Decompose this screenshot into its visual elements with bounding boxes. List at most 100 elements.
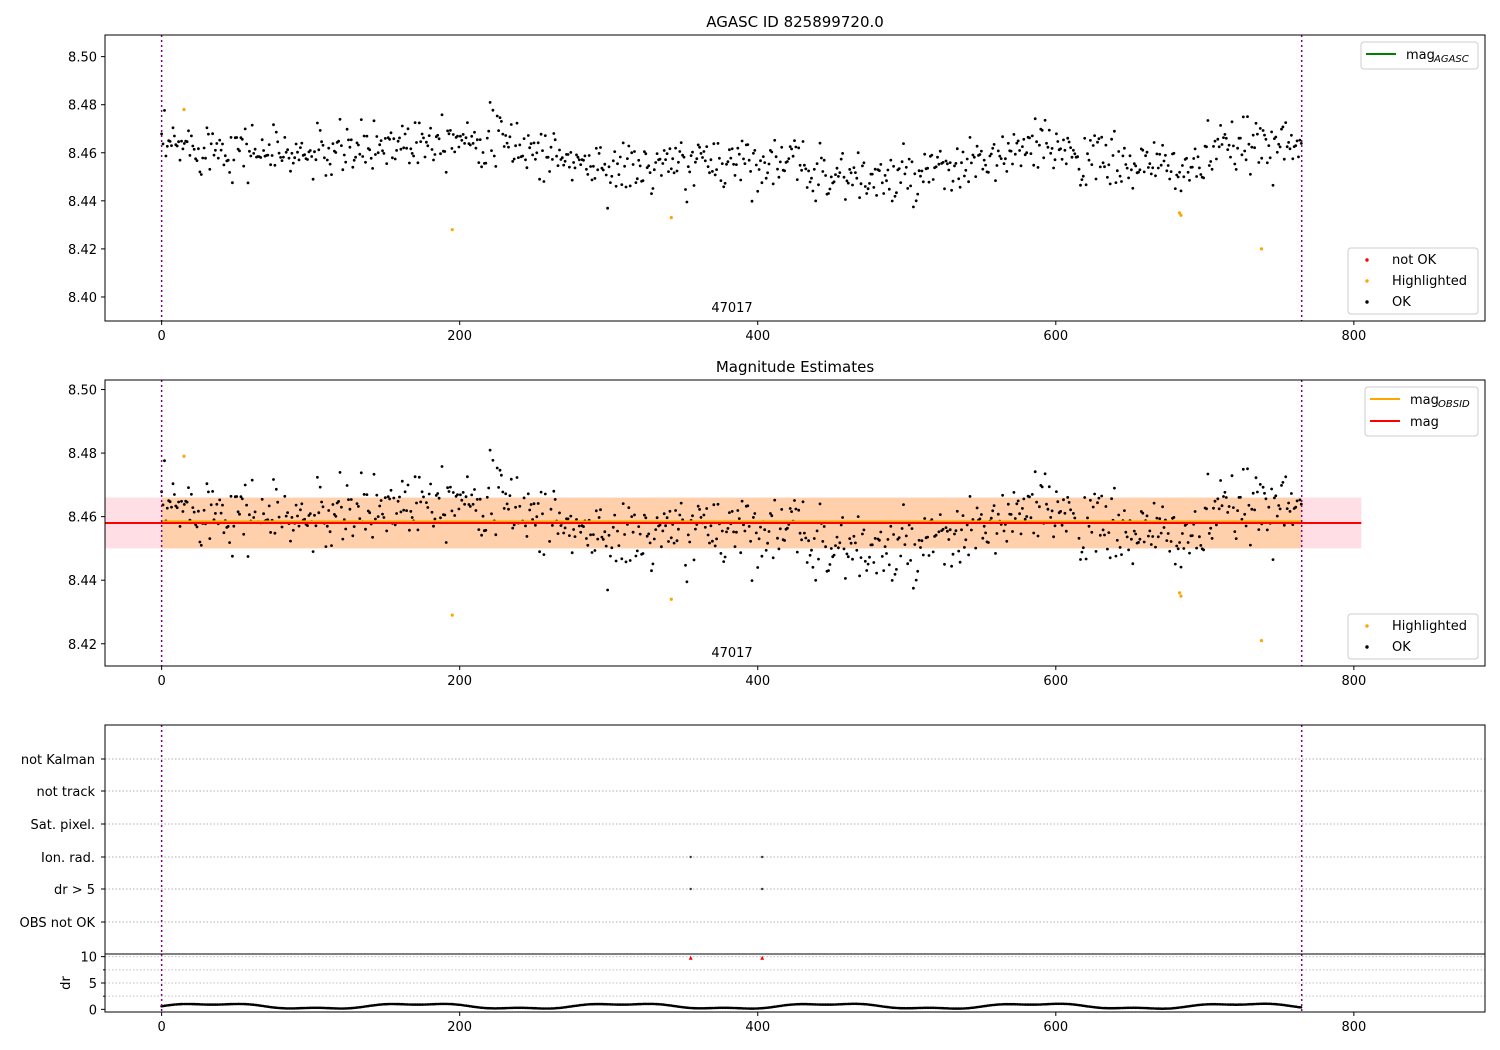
ok-point <box>395 149 398 152</box>
p1-xtick-label: 200 <box>447 329 472 344</box>
ok-point <box>289 169 292 173</box>
ok-point <box>880 555 884 558</box>
ok-point <box>546 155 550 159</box>
ok-point <box>232 524 236 528</box>
ok-point <box>328 530 332 534</box>
ok-point <box>852 166 856 170</box>
ok-point <box>786 526 789 530</box>
ok-point <box>331 503 335 506</box>
ok-point <box>316 121 319 125</box>
ok-point <box>439 516 442 520</box>
ok-point <box>715 168 718 172</box>
ok-point <box>620 557 624 561</box>
ok-point <box>1137 170 1140 174</box>
ok-point <box>682 155 686 159</box>
ok-point <box>1267 505 1271 509</box>
ok-point <box>895 191 898 195</box>
ok-point <box>603 162 607 166</box>
ok-point <box>1299 142 1303 145</box>
ok-point <box>1072 148 1075 152</box>
ok-point <box>1240 153 1244 157</box>
ok-point <box>957 549 961 553</box>
ok-point <box>1198 166 1201 170</box>
ok-point <box>1210 167 1214 171</box>
ok-point <box>314 158 318 162</box>
ok-point <box>1100 135 1104 139</box>
ok-point <box>616 162 619 166</box>
ok-point <box>637 525 641 528</box>
ok-point <box>1257 528 1261 531</box>
ok-point <box>325 158 329 162</box>
ok-point <box>996 149 1000 153</box>
ok-point <box>474 146 478 150</box>
ok-point <box>634 554 638 558</box>
ok-point <box>685 200 689 204</box>
ok-point <box>630 515 634 518</box>
ok-point <box>283 136 287 139</box>
ok-point <box>267 143 271 147</box>
highlighted-point <box>1259 247 1264 251</box>
ok-point <box>702 150 706 153</box>
ok-point <box>400 479 404 483</box>
ok-point <box>1035 500 1038 504</box>
ok-point <box>1087 158 1091 162</box>
ok-point <box>504 492 508 496</box>
ok-point <box>1081 174 1085 178</box>
ok-point <box>644 516 648 520</box>
ok-point <box>1158 517 1162 521</box>
ok-point <box>178 525 182 528</box>
ok-point <box>433 517 437 521</box>
ok-point <box>1202 548 1205 552</box>
ok-point <box>243 483 247 487</box>
ok-point <box>767 530 771 533</box>
ok-point <box>944 526 948 529</box>
ok-point <box>260 497 264 501</box>
ok-point <box>1199 544 1203 547</box>
ok-point <box>396 139 400 143</box>
ok-point <box>1089 139 1092 142</box>
ok-point <box>1288 510 1292 513</box>
ok-point <box>1028 495 1031 499</box>
ok-point <box>396 499 400 503</box>
ok-point <box>627 144 631 148</box>
ok-point <box>589 533 592 537</box>
ok-point <box>1104 143 1108 147</box>
ok-point <box>215 142 219 145</box>
ok-point <box>684 563 687 567</box>
ok-point <box>1294 144 1298 148</box>
ok-point <box>593 549 597 552</box>
ok-point <box>1111 154 1115 157</box>
ok-point <box>522 496 526 500</box>
ok-point <box>893 572 897 576</box>
ok-point <box>1176 547 1180 551</box>
ok-point <box>395 512 398 515</box>
ok-point <box>970 528 973 532</box>
ok-point <box>218 138 222 142</box>
ok-point <box>440 113 444 117</box>
ok-point <box>725 162 728 166</box>
ok-point <box>1261 129 1265 132</box>
ok-point <box>866 562 870 566</box>
ok-point <box>1043 118 1047 122</box>
ok-point <box>661 162 665 165</box>
ok-point <box>805 186 809 189</box>
highlighted-point <box>669 597 673 601</box>
ok-point <box>794 145 798 149</box>
ok-point <box>269 531 272 534</box>
ok-point <box>810 176 813 180</box>
ok-point <box>1151 535 1155 538</box>
ok-point <box>616 529 619 533</box>
ok-point <box>1138 537 1142 541</box>
ok-point <box>368 148 372 152</box>
ok-point <box>1290 492 1293 495</box>
ok-point <box>1277 142 1281 146</box>
ok-point <box>712 142 716 146</box>
ok-point <box>1239 495 1242 499</box>
ok-point <box>1103 165 1106 169</box>
ok-point <box>737 152 741 156</box>
ok-point <box>525 535 529 538</box>
ok-point <box>1244 158 1248 162</box>
ok-point <box>443 513 447 517</box>
ok-point <box>500 120 503 123</box>
ok-point <box>818 141 822 145</box>
